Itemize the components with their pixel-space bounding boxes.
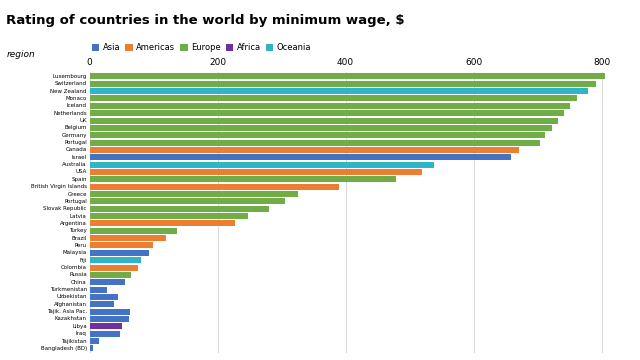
Bar <box>90 191 298 197</box>
Text: region: region <box>6 50 35 59</box>
Bar <box>90 294 118 300</box>
Bar <box>90 184 339 190</box>
Legend: Asia, Americas, Europe, Africa, Oceania: Asia, Americas, Europe, Africa, Oceania <box>88 40 314 55</box>
Bar <box>90 250 149 256</box>
Bar <box>90 338 99 344</box>
Bar <box>90 176 396 182</box>
Bar <box>90 228 177 234</box>
Bar <box>90 162 434 168</box>
Bar <box>90 88 588 94</box>
Bar <box>90 147 519 153</box>
Bar <box>90 279 125 285</box>
Bar <box>90 125 552 131</box>
Bar <box>90 154 511 160</box>
Bar <box>90 213 248 219</box>
Bar <box>90 81 596 87</box>
Bar <box>90 316 129 322</box>
Bar <box>90 309 130 315</box>
Bar <box>90 206 269 212</box>
Bar <box>90 140 540 145</box>
Bar <box>90 169 422 175</box>
Bar <box>90 132 545 138</box>
Bar <box>90 265 138 271</box>
Bar <box>90 235 166 241</box>
Text: Rating of countries in the world by minimum wage, $: Rating of countries in the world by mini… <box>6 14 405 27</box>
Bar <box>90 73 605 80</box>
Bar <box>90 323 122 329</box>
Bar <box>90 198 285 204</box>
Bar <box>90 95 577 102</box>
Bar <box>90 243 153 248</box>
Bar <box>90 117 558 123</box>
Bar <box>90 257 141 263</box>
Bar <box>90 345 93 351</box>
Bar <box>90 220 235 226</box>
Bar <box>90 103 570 109</box>
Bar <box>90 287 107 293</box>
Bar <box>90 272 131 278</box>
Bar <box>90 110 564 116</box>
Bar <box>90 301 114 307</box>
Bar <box>90 331 120 337</box>
